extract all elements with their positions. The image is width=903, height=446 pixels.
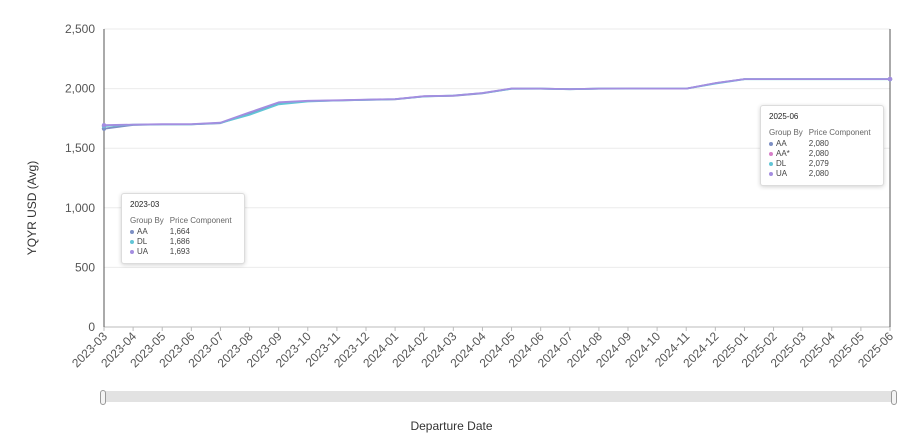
range-handle-right[interactable]: [891, 390, 897, 405]
tooltip-row-value: 1,693: [169, 247, 190, 256]
data-point-ua: [887, 76, 893, 82]
x-axis-ticks: 2023-032023-042023-052023-062023-072023-…: [69, 327, 896, 370]
tooltip-row: DL 2,079: [769, 159, 877, 169]
tooltip-title: 2023-03: [130, 200, 160, 209]
tooltip-row-label: DL: [137, 237, 148, 246]
tooltip-row-label: UA: [137, 247, 149, 256]
tooltip-row-value: 2,079: [808, 159, 829, 168]
tooltip-row-label: AA*: [776, 149, 790, 158]
tooltip-row-label: DL: [776, 159, 787, 168]
series-swatch-icon: [769, 161, 773, 166]
tooltip-row: AA 1,664: [130, 227, 238, 237]
y-tick-label: 1,000: [65, 201, 95, 215]
data-point-ua: [101, 122, 107, 128]
tooltip-row: AA 2,080: [769, 139, 877, 149]
y-axis-ticks: 0 500 1,000 1,500 2,000 2,500: [65, 22, 95, 334]
y-tick-label: 2,500: [65, 22, 95, 36]
series-swatch-icon: [130, 229, 134, 234]
series-swatch-icon: [130, 249, 134, 254]
y-tick-label: 0: [88, 320, 95, 334]
y-tick-label: 500: [75, 260, 95, 274]
tooltip-2023-03: 2023-03 Group By Price Component AA 1,66…: [121, 193, 245, 264]
tooltip-row-value: 2,080: [808, 139, 829, 148]
tooltip-header-value: Price Component: [169, 216, 232, 225]
tooltip-row-label: UA: [776, 169, 788, 178]
tooltip-header-value: Price Component: [808, 128, 871, 137]
range-handle-left[interactable]: [100, 390, 106, 405]
tooltip-header-group: Group By: [769, 128, 803, 137]
tooltip-2025-06: 2025-06 Group By Price Component AA 2,08…: [760, 105, 884, 186]
tooltip-title: 2025-06: [769, 112, 799, 121]
tooltip-row-label: AA: [137, 227, 148, 236]
x-axis-title: Departure Date: [410, 419, 493, 433]
series-swatch-icon: [769, 171, 773, 176]
tooltip-row-value: 1,664: [169, 227, 190, 236]
series-swatch-icon: [769, 141, 773, 146]
tooltip-row: UA 1,693: [130, 247, 238, 257]
tooltip-table: Group By Price Component AA 2,080 AA* 2,…: [769, 128, 877, 179]
y-tick-label: 2,000: [65, 82, 95, 96]
y-tick-label: 1,500: [65, 141, 95, 155]
series-swatch-icon: [130, 239, 134, 244]
tooltip-row-value: 2,080: [808, 149, 829, 158]
tooltip-row-value: 1,686: [169, 237, 190, 246]
series-line-ua[interactable]: [103, 78, 890, 127]
y-axis-title: YQYR USD (Avg): [25, 161, 39, 255]
tooltip-row: UA 2,080: [769, 169, 877, 179]
tooltip-row-value: 2,080: [808, 169, 829, 178]
series-swatch-icon: [769, 151, 773, 156]
tooltip-row: DL 1,686: [130, 237, 238, 247]
tooltip-header-group: Group By: [130, 216, 164, 225]
tooltip-row-label: AA: [776, 139, 787, 148]
range-scrollbar[interactable]: [100, 390, 897, 405]
tooltip-row: AA* 2,080: [769, 149, 877, 159]
tooltip-table: Group By Price Component AA 1,664 DL 1,6…: [130, 216, 238, 257]
series-lines[interactable]: [101, 76, 893, 131]
